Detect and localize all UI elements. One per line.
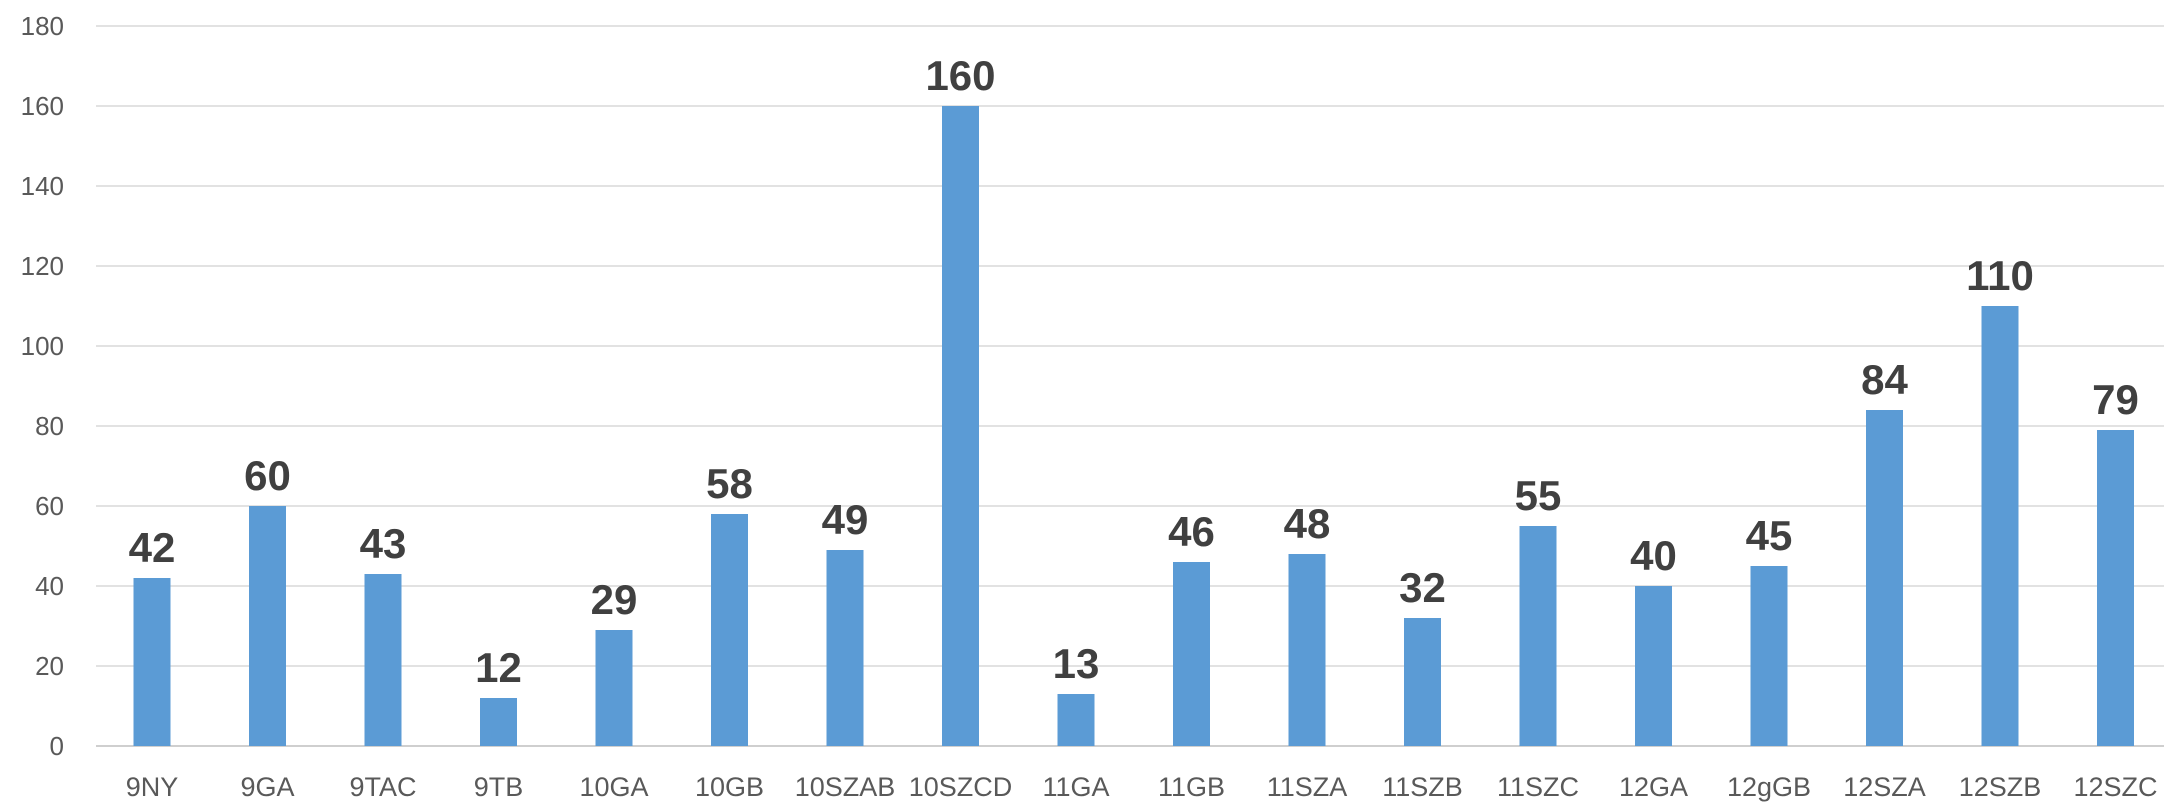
x-category-label: 9NY [126,772,179,802]
bar [1057,694,1095,746]
bar-value-label: 55 [1515,472,1562,519]
x-category-label: 11SZA [1267,772,1348,802]
y-tick-label: 0 [50,731,64,761]
bar [1173,562,1210,746]
bar [826,550,864,746]
bar [1635,586,1672,746]
bar-value-label: 32 [1399,564,1446,611]
bar-value-label: 110 [1966,252,2034,299]
bar [1750,566,1788,746]
x-category-label: 11GA [1042,772,1109,802]
bar [1866,410,1903,746]
x-category-label: 9TB [474,772,524,802]
bar [711,514,748,746]
bar [595,630,633,746]
x-category-label: 10GB [695,772,764,802]
bar [480,698,517,746]
bar [2097,430,2134,746]
x-category-label: 12gGB [1727,772,1811,802]
y-tick-label: 140 [21,171,64,201]
bar [942,106,979,746]
y-tick-label: 100 [21,331,64,361]
x-category-label: 10SZAB [795,772,896,802]
y-tick-label: 120 [21,251,64,281]
x-category-label: 10GA [579,772,648,802]
bar-value-label: 48 [1284,500,1331,547]
x-category-label: 12SZA [1843,772,1926,802]
data-labels: 42 60 43 12 29 58 49 160 13 46 48 32 55 40 45 84 110 79 [129,52,2139,691]
x-category-label: 9GA [240,772,294,802]
y-tick-label: 20 [35,651,64,681]
bar-value-label: 49 [822,496,869,543]
bar-value-label: 43 [360,520,407,567]
bar-value-label: 29 [591,576,638,623]
bar [249,506,286,746]
x-category-label: 11SZB [1382,772,1463,802]
y-tick-label: 160 [21,91,64,121]
x-axis-category-labels: 9NY 9GA 9TAC 9TB 10GA 10GB 10SZAB 10SZCD 11GA 11G… [126,772,2158,802]
bar-value-label: 12 [475,644,522,691]
gridlines [96,25,2164,747]
bars [133,106,2134,746]
bar-value-label: 79 [2092,376,2139,423]
y-tick-label: 40 [35,571,64,601]
bar-value-label: 60 [244,452,291,499]
bar-value-label: 46 [1168,508,1215,555]
bar-value-label: 42 [129,524,176,571]
bar-value-label: 45 [1746,512,1793,559]
x-category-label: 11SZC [1497,772,1579,802]
x-category-label: 11GB [1158,772,1225,802]
x-category-label: 12SZB [1959,772,2042,802]
bar [1404,618,1441,746]
bar-value-label: 13 [1053,640,1100,687]
x-category-label: 12SZC [2073,772,2157,802]
x-category-label: 9TAC [349,772,416,802]
bar [364,574,402,746]
bar-value-label: 84 [1861,356,1908,403]
bar [1981,306,2019,746]
y-axis-tick-labels: 0 20 40 60 80 100 120 140 160 180 [21,11,64,761]
bar-value-label: 160 [925,52,995,99]
x-category-label: 12GA [1619,772,1688,802]
bar-value-label: 58 [706,460,753,507]
bar [1288,554,1326,746]
x-category-label: 10SZCD [909,772,1013,802]
y-tick-label: 180 [21,11,64,41]
bar-value-label: 40 [1630,532,1677,579]
bar [1519,526,1557,746]
bar [133,578,171,746]
y-tick-label: 60 [35,491,64,521]
y-tick-label: 80 [35,411,64,441]
